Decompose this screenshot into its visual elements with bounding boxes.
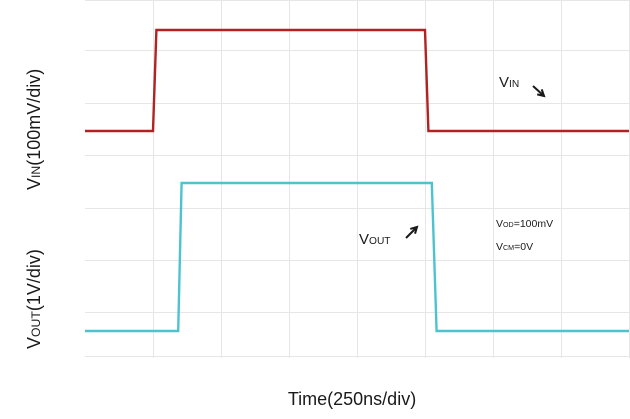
y-axis-label-vin: VIN(100mV/div)	[24, 69, 44, 190]
y-axis-label-vout: VOUT(1V/div)	[24, 249, 44, 349]
annotation-vcm: VCM=0V	[496, 241, 533, 253]
x-axis-label: Time(250ns/div)	[288, 389, 416, 409]
